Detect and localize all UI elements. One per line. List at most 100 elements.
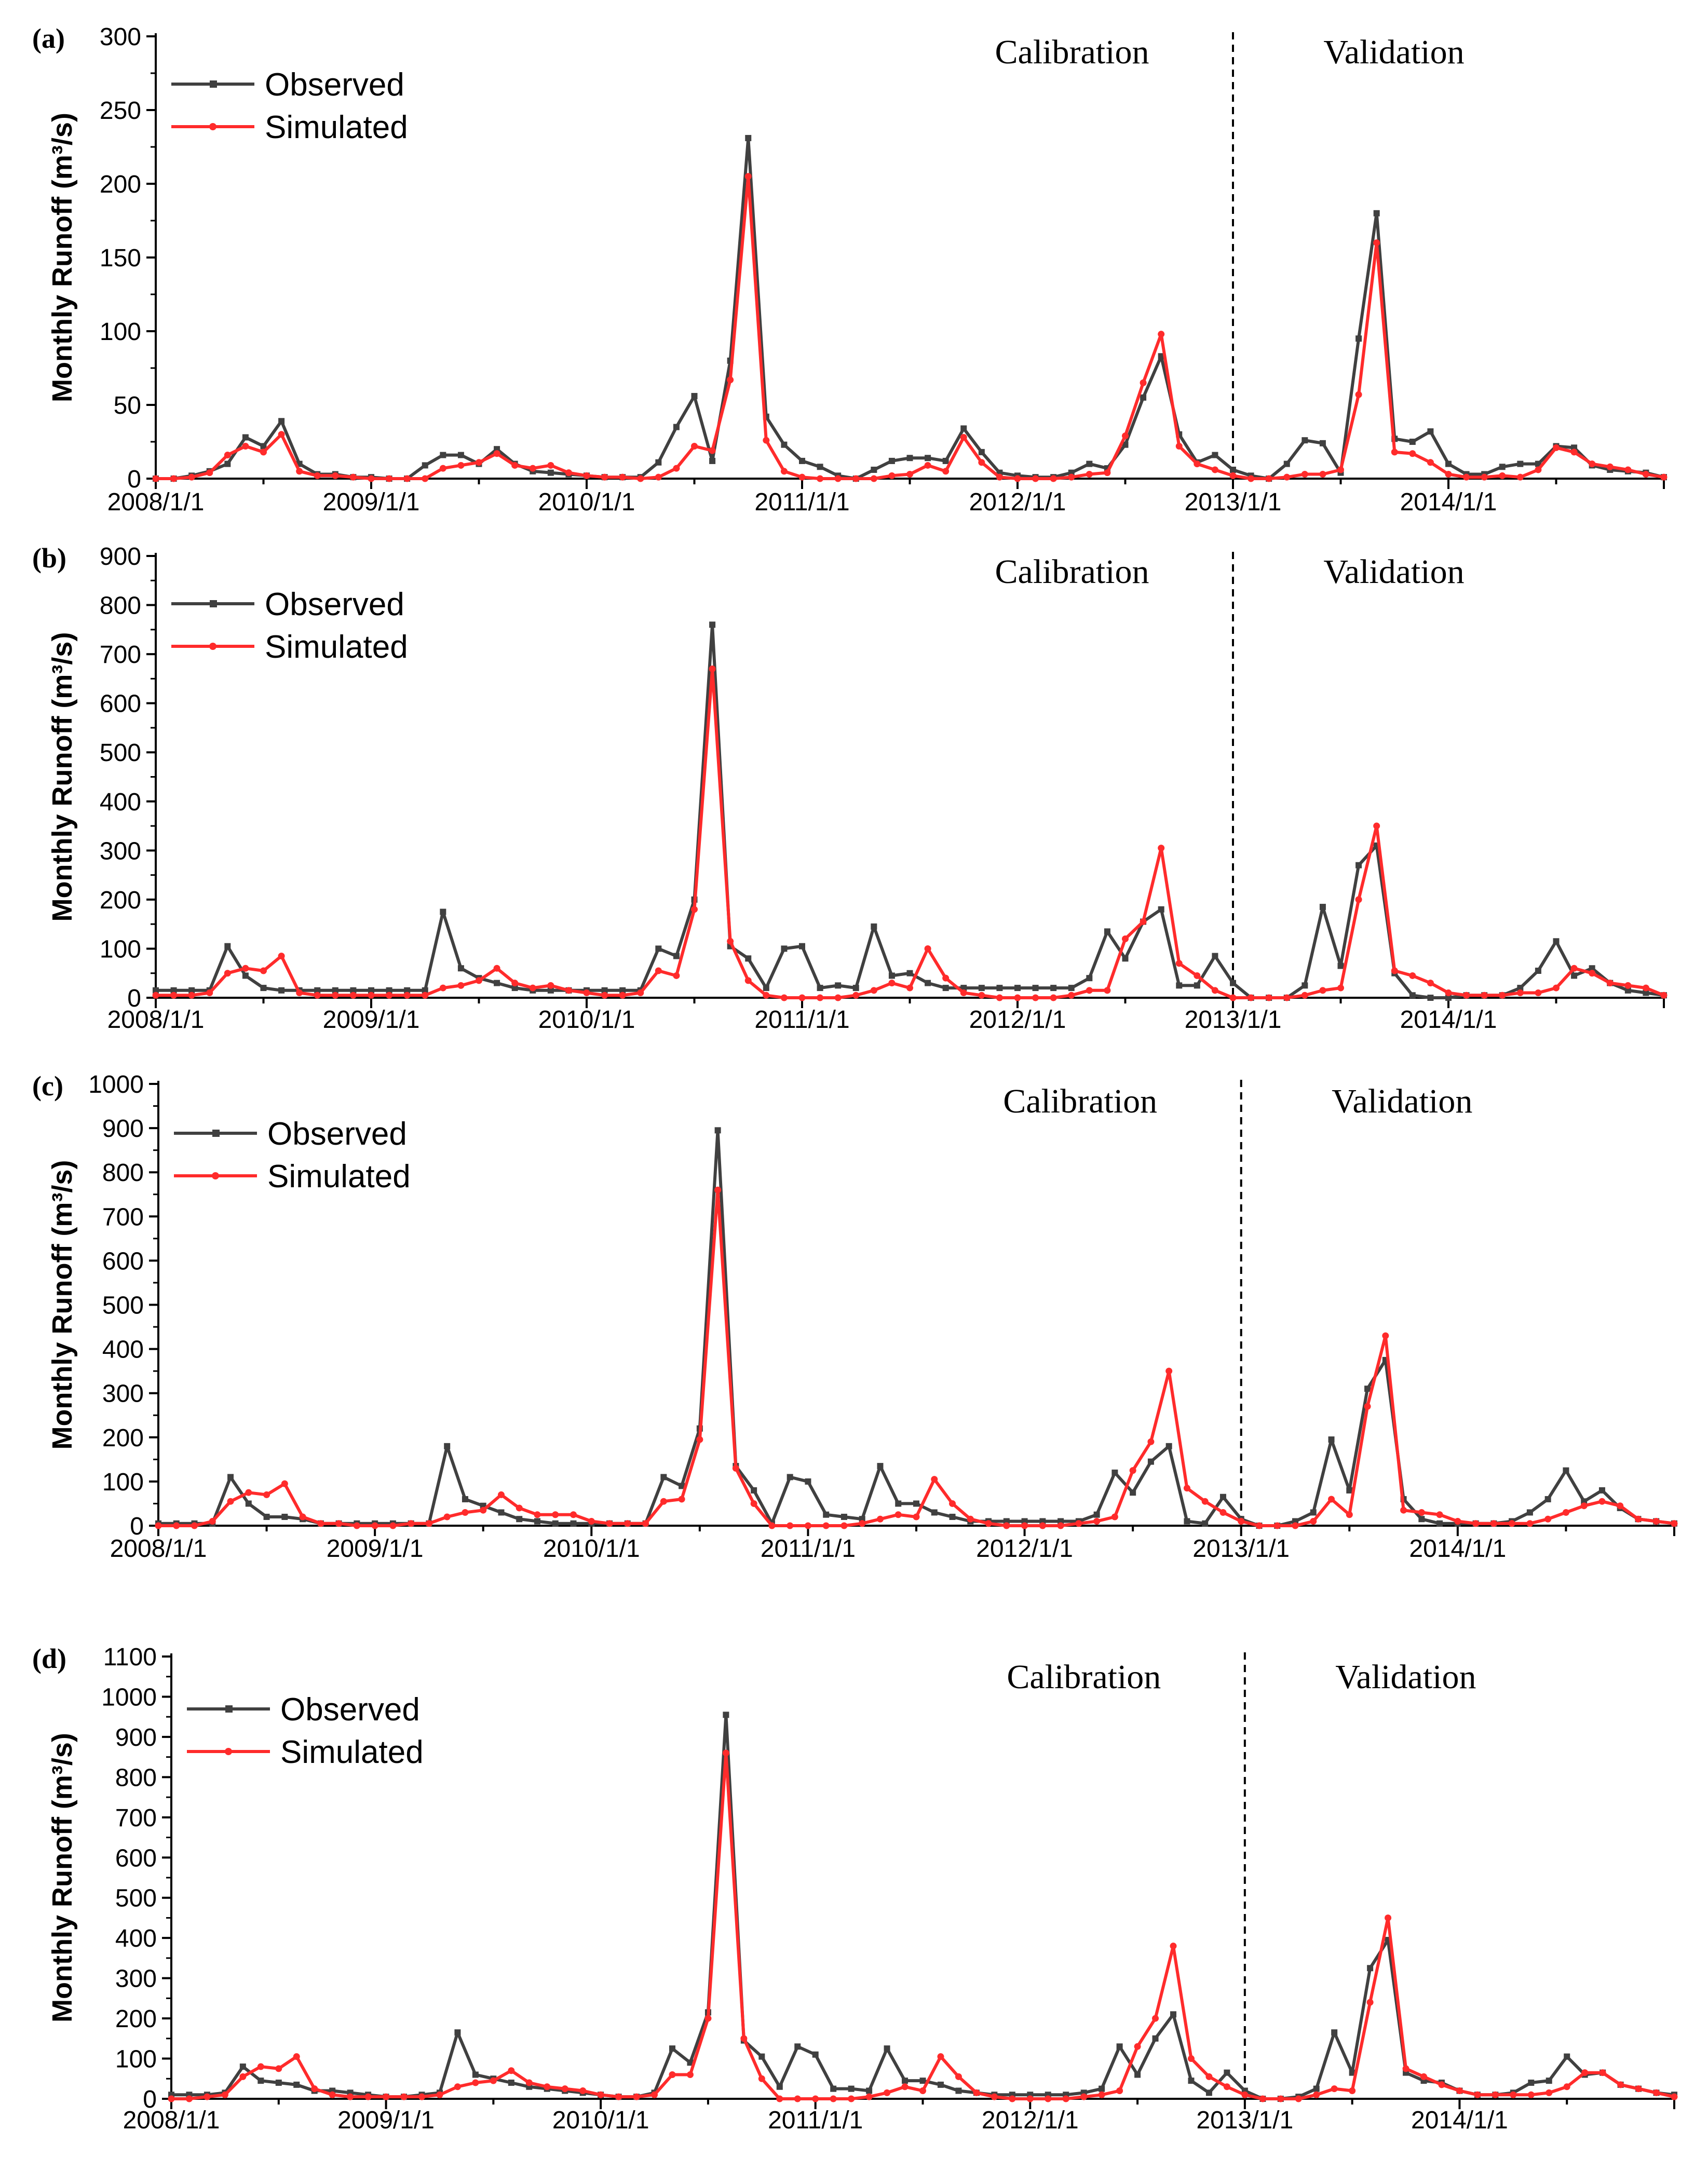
simulated-point bbox=[386, 992, 393, 999]
observed-point bbox=[1624, 987, 1631, 994]
observed-point bbox=[1086, 460, 1093, 467]
simulated-point bbox=[637, 475, 644, 482]
observed-point bbox=[931, 1509, 938, 1516]
legend-marker bbox=[212, 1172, 219, 1179]
simulated-point bbox=[583, 472, 590, 479]
y-tick-label: 0 bbox=[130, 1513, 144, 1540]
observed-point bbox=[1546, 2078, 1552, 2084]
y-tick-label: 300 bbox=[115, 1965, 157, 1993]
simulated-point bbox=[1039, 1522, 1046, 1529]
simulated-point bbox=[1273, 1522, 1281, 1529]
panel-label: (d) bbox=[32, 1643, 66, 1674]
simulated-point bbox=[798, 994, 806, 1001]
legend-simulated: Simulated bbox=[171, 110, 408, 145]
observed-point bbox=[745, 955, 752, 962]
y-axis-title: Monthly Runoff (m³/s) bbox=[47, 1160, 78, 1450]
simulated-series-line bbox=[156, 667, 1665, 999]
y-axis-title: Monthly Runoff (m³/s) bbox=[47, 1733, 78, 2022]
observed-point bbox=[1526, 1509, 1533, 1516]
simulated-point bbox=[403, 475, 411, 482]
simulated-point bbox=[1175, 960, 1183, 967]
simulated-point bbox=[1277, 2095, 1284, 2102]
legend-observed: Observed bbox=[171, 67, 404, 103]
simulated-point bbox=[552, 1511, 559, 1518]
observed-point bbox=[687, 2059, 694, 2066]
simulated-point bbox=[1301, 470, 1308, 478]
simulated-point bbox=[191, 1522, 198, 1529]
observed-point bbox=[1104, 928, 1110, 935]
observed-point bbox=[422, 462, 428, 469]
simulated-point bbox=[299, 1513, 306, 1521]
simulated-point bbox=[678, 1496, 685, 1503]
simulated-point bbox=[529, 465, 536, 472]
simulated-point bbox=[691, 443, 698, 450]
observed-point bbox=[245, 1500, 252, 1507]
simulated-point bbox=[949, 1500, 956, 1507]
observed-point bbox=[1409, 439, 1416, 445]
simulated-point bbox=[865, 2093, 873, 2100]
simulated-point bbox=[1553, 984, 1560, 992]
simulated-point bbox=[168, 2095, 175, 2102]
simulated-point bbox=[529, 984, 536, 992]
simulated-point bbox=[1205, 2073, 1213, 2080]
y-tick-label: 50 bbox=[114, 392, 141, 419]
simulated-point bbox=[1104, 987, 1111, 994]
x-tick-label: 2011/1/1 bbox=[761, 1535, 856, 1563]
y-tick-label: 900 bbox=[102, 1115, 144, 1143]
x-tick-label: 2009/1/1 bbox=[323, 1006, 420, 1034]
simulated-point bbox=[1481, 992, 1488, 999]
observed-point bbox=[960, 425, 967, 432]
simulated-point bbox=[1660, 473, 1668, 481]
observed-point bbox=[1302, 437, 1308, 444]
observed-point bbox=[1176, 982, 1183, 989]
simulated-point bbox=[852, 475, 860, 482]
y-tick-label: 500 bbox=[102, 1292, 144, 1320]
observed-series-line bbox=[156, 137, 1664, 480]
observed-point bbox=[906, 970, 913, 976]
simulated-point bbox=[673, 465, 680, 472]
simulated-point bbox=[245, 1489, 252, 1496]
simulated-point bbox=[1068, 992, 1075, 999]
y-tick-label: 600 bbox=[115, 1844, 157, 1872]
observed-point bbox=[925, 980, 931, 986]
simulated-point bbox=[817, 994, 824, 1001]
observed-point bbox=[1364, 1386, 1371, 1392]
simulated-point bbox=[439, 984, 446, 992]
observed-point bbox=[263, 1513, 270, 1520]
observed-point bbox=[714, 1127, 721, 1134]
legend-simulated: Simulated bbox=[171, 629, 408, 665]
simulated-point bbox=[1187, 2055, 1195, 2062]
simulated-point bbox=[1104, 469, 1111, 477]
simulated-point bbox=[709, 665, 716, 672]
simulated-point bbox=[1510, 2091, 1517, 2098]
simulated-point bbox=[942, 468, 950, 475]
simulated-point bbox=[1259, 2095, 1266, 2102]
panel-label: (c) bbox=[32, 1070, 63, 1102]
simulated-point bbox=[534, 1511, 541, 1518]
legend-observed: Observed bbox=[171, 587, 404, 622]
legend-marker bbox=[225, 1748, 232, 1755]
y-tick-label: 200 bbox=[115, 2005, 157, 2033]
simulated-point bbox=[1158, 845, 1165, 852]
observed-point bbox=[942, 985, 949, 992]
y-tick-label: 800 bbox=[115, 1764, 157, 1791]
simulated-point bbox=[224, 452, 231, 459]
simulated-point bbox=[1158, 331, 1165, 338]
y-tick-label: 100 bbox=[100, 935, 141, 963]
simulated-point bbox=[1241, 2091, 1249, 2098]
simulated-point bbox=[1122, 935, 1129, 943]
calibration-label: Calibration bbox=[995, 33, 1149, 71]
simulated-point bbox=[293, 2053, 300, 2060]
observed-point bbox=[884, 2045, 890, 2052]
simulated-point bbox=[1075, 1520, 1082, 1527]
y-tick-label: 1000 bbox=[88, 1071, 144, 1098]
observed-point bbox=[888, 457, 895, 464]
y-tick-label: 800 bbox=[100, 592, 141, 620]
observed-point bbox=[723, 1712, 729, 1718]
simulated-point bbox=[1032, 475, 1039, 482]
observed-point bbox=[913, 1500, 919, 1507]
simulated-point bbox=[1021, 1522, 1028, 1529]
simulated-point bbox=[669, 2071, 676, 2079]
simulated-point bbox=[332, 472, 339, 479]
simulated-point bbox=[1382, 1332, 1389, 1339]
